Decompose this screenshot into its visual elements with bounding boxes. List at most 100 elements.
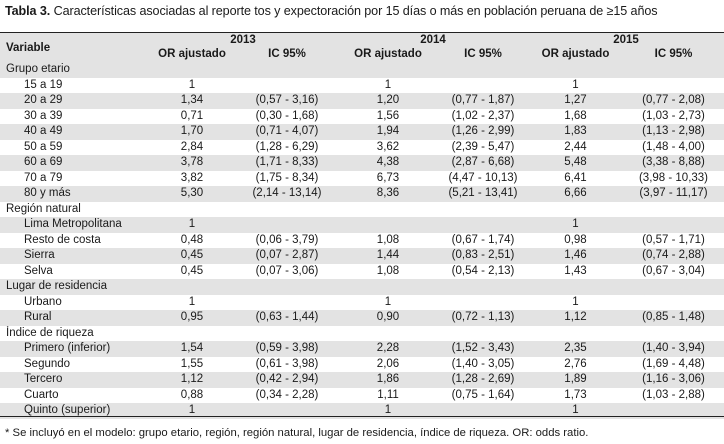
cell-ic-2015: (0,77 - 2,08) (623, 93, 724, 109)
cell-or-2013: 0,45 (180, 264, 204, 277)
cell-ic-2014: (1,26 - 2,99) (438, 124, 528, 140)
cell-ic-2013: (1,75 - 8,34) (255, 171, 319, 184)
cell-ic-2013: (0,71 - 4,07) (236, 124, 338, 140)
row-label: Segundo (24, 357, 71, 370)
row-label: Cuarto (24, 388, 59, 401)
cell-or-2014: 6,73 (376, 171, 400, 184)
cell-or-2015 (528, 202, 623, 218)
cell-or-2013 (148, 202, 236, 218)
cell-ic-2015: (1,69 - 4,48) (642, 357, 705, 370)
row-label: 70 a 79 (24, 171, 63, 184)
cell-or-2014: 4,38 (338, 155, 438, 171)
table-bottom-rule (0, 416, 724, 417)
header-ic-2015: IC 95% (623, 47, 724, 62)
cell-ic-2013: (2,14 - 13,14) (236, 186, 338, 202)
cell-or-2014: 1,94 (338, 124, 438, 140)
table-title: Características asociadas al reporte tos… (53, 4, 658, 18)
cell-or-2013 (148, 326, 236, 342)
cell-or-2013: 1 (148, 403, 236, 419)
cell-ic-2014 (438, 295, 528, 311)
cell-ic-2013 (236, 403, 338, 419)
table-row: Primero (inferior) 1,54 (0,59 - 3,98) 2,28(… (0, 341, 724, 357)
cell-or-2015: 2,44 (564, 140, 587, 153)
cell-ic-2014: (1,52 - 3,43) (438, 341, 528, 357)
row-label: 20 a 29 (0, 93, 148, 109)
cell-or-2014: 1,08 (376, 233, 400, 246)
cell-or-2015: 1 (572, 78, 579, 91)
cell-or-2013: 5,30 (148, 186, 236, 202)
cell-ic-2014: (2,87 - 6,68) (438, 155, 528, 171)
cell-or-2014: 1,44 (338, 248, 438, 264)
row-label: 40 a 49 (0, 124, 148, 140)
table-number: Tabla 3. (5, 4, 51, 18)
table-row: Rural 0,95 (0,63 - 1,44) 0,90 (0,72 - 1,13) 1… (0, 310, 724, 326)
row-label: Quinto (superior) (0, 403, 148, 419)
cell-ic-2014 (438, 279, 528, 295)
cell-or-2013: 0,88 (180, 388, 204, 401)
table-top-rule (0, 32, 724, 33)
cell-ic-2013 (236, 62, 338, 78)
cell-ic-2014: (0,72 - 1,13) (438, 310, 528, 326)
cell-ic-2013: (0,06 - 3,79) (255, 233, 319, 246)
cell-or-2015: 6,66 (528, 186, 623, 202)
cell-or-2015: 1,83 (528, 124, 623, 140)
cell-ic-2014: (1,28 - 2,69) (438, 372, 528, 388)
table-row: 20 a 29 1,34 (0,57 - 3,16) 1,20 (0,77 - 1,87… (0, 93, 724, 109)
cell-or-2014 (338, 62, 438, 78)
row-label: 15 a 19 (24, 78, 63, 91)
row-label: Tercero (0, 372, 148, 388)
row-label: 50 a 59 (24, 140, 63, 153)
cell-ic-2013: (0,63 - 1,44) (236, 310, 338, 326)
results-table: Variable 2013 2014 2015 OR ajustado IC 9… (0, 33, 724, 419)
cell-ic-2014 (438, 403, 528, 419)
header-ic-2013: IC 95% (236, 47, 338, 62)
cell-ic-2013: (0,30 - 1,68) (255, 109, 319, 122)
cell-ic-2015: (0,85 - 1,48) (623, 310, 724, 326)
cell-ic-2015 (623, 403, 724, 419)
header-ic-2014: IC 95% (438, 47, 528, 62)
group-label: Índice de riqueza (6, 326, 94, 339)
cell-ic-2015 (623, 217, 724, 233)
cell-or-2015: 1 (572, 295, 579, 308)
cell-ic-2014: (0,83 - 2,51) (438, 248, 528, 264)
cell-or-2013: 3,78 (148, 155, 236, 171)
table-row: 40 a 49 1,70 (0,71 - 4,07) 1,94 (1,26 - 2,99… (0, 124, 724, 140)
table-row: 30 a 39 0,71 (0,30 - 1,68) 1,56 (1,02 - 2,37… (0, 109, 724, 125)
table-footnote: * Se incluyó en el modelo: grupo etario,… (5, 427, 589, 439)
group-label: Lugar de residencia (0, 279, 148, 295)
cell-or-2014 (338, 326, 438, 342)
cell-or-2014: 2,06 (376, 357, 400, 370)
cell-or-2014: 2,28 (338, 341, 438, 357)
cell-ic-2013: (0,07 - 3,06) (255, 264, 319, 277)
cell-or-2014: 1,11 (377, 388, 399, 401)
cell-ic-2015: (0,74 - 2,88) (623, 248, 724, 264)
cell-or-2014: 1,20 (338, 93, 438, 109)
cell-or-2013: 1 (148, 217, 236, 233)
header-year-2013: 2013 (148, 33, 338, 47)
cell-or-2015: 1,89 (528, 372, 623, 388)
cell-ic-2014: (0,75 - 1,64) (451, 388, 515, 401)
header-variable: Variable (0, 33, 148, 62)
cell-ic-2015: (0,67 - 3,04) (642, 264, 705, 277)
table-row: 50 a 59 2,84 (1,28 - 6,29) 3,62 (2,39 - 5,47… (0, 140, 724, 156)
cell-ic-2015: (3,98 - 10,33) (638, 171, 709, 184)
cell-ic-2013 (236, 202, 338, 218)
header-year-2015: 2015 (528, 33, 724, 47)
cell-or-2013: 1,70 (148, 124, 236, 140)
cell-ic-2013 (236, 78, 338, 94)
cell-ic-2014 (438, 217, 528, 233)
cell-or-2015: 0,98 (564, 233, 587, 246)
cell-ic-2013: (0,42 - 2,94) (236, 372, 338, 388)
group-label: Región natural (6, 202, 81, 215)
cell-or-2013: 1,12 (148, 372, 236, 388)
cell-ic-2014 (438, 62, 528, 78)
cell-ic-2014 (438, 326, 528, 342)
cell-ic-2015 (623, 279, 724, 295)
table-row: Lima Metropolitana 1 1 (0, 217, 724, 233)
cell-ic-2014 (438, 78, 528, 94)
row-label: Urbano (24, 295, 62, 308)
cell-or-2014: 1,56 (376, 109, 400, 122)
table-row: 60 a 69 3,78 (1,71 - 8,33) 4,38 (2,87 - 6,68… (0, 155, 724, 171)
cell-ic-2015: (3,97 - 11,17) (623, 186, 724, 202)
